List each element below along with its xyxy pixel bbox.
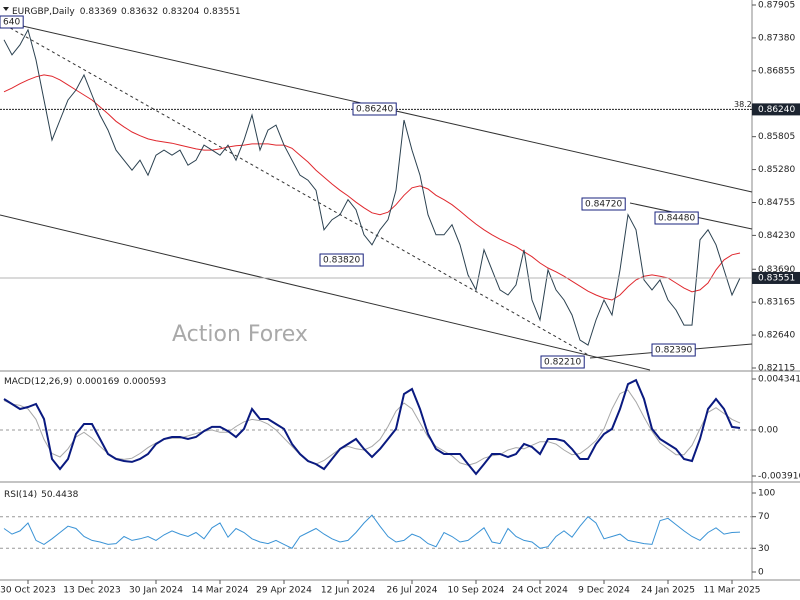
annotation-label: 0.84720 [585,200,622,210]
annotation-label: 0.83820 [323,256,360,266]
price-box [752,271,800,284]
y-tick-label: 0.82640 [758,331,795,341]
x-tick-label: 11 Mar 2025 [703,586,760,596]
y-tick-label: 0 [758,568,764,578]
macd-reading: 0.000169 [76,377,119,387]
annotation-label: 640 [3,18,20,28]
annotation-box [651,343,696,357]
annotation-box [540,355,585,369]
x-tick-label: 29 Apr 2024 [256,586,312,596]
annotation-label: 0.86240 [356,105,393,115]
close: 0.83551 [203,7,240,17]
x-tick-label: 12 Jun 2024 [321,586,375,596]
series-line [3,28,741,346]
annotation-box [654,211,699,225]
x-tick-label: 9 Dec 2024 [578,586,630,596]
series-line [3,389,741,466]
y-tick-label: 0.004341 [758,375,800,385]
y-tick-label: -0.003916 [758,472,800,482]
y-tick-label: 0.84755 [758,198,795,208]
header-arrow [3,7,9,11]
annotation-label: 0.82210 [544,358,581,368]
rsi-reading: 50.4438 [41,490,78,500]
x-tick-label: 13 Dec 2023 [63,586,121,596]
annotation-label: 0.82390 [655,346,692,356]
y-tick-label: 0.83165 [758,298,795,308]
fib-ratio: 38.2 [734,100,752,109]
y-tick-label: 100 [758,489,775,499]
macd-title: MACD(12,26,9) [4,377,72,387]
y-tick-label: 0.83690 [758,265,795,275]
price-label: 0.83551 [758,273,795,283]
annotation-box [581,197,626,211]
level-box [752,103,800,116]
high: 0.83632 [121,7,158,17]
y-tick-label: 0.00 [758,425,778,435]
signal-reading: 0.000593 [123,377,166,387]
x-tick-label: 24 Oct 2024 [512,586,568,596]
x-tick-label: 10 Sep 2024 [447,586,504,596]
header: EURGBP,Daily 0.83369 0.83632 0.83204 0.83551 [12,7,241,17]
y-tick-label: 0.82115 [758,364,795,374]
y-tick-label: 30 [758,544,770,554]
y-tick-label: 70 [758,512,770,522]
open: 0.83369 [80,7,117,17]
y-tick-label: 0.87380 [758,33,795,43]
y-tick-label: 0.87905 [758,1,795,11]
level-label: 0.86240 [758,105,795,115]
annotation-box [352,102,397,116]
macd-header: MACD(12,26,9) 0.000169 0.000593 [4,377,166,387]
x-tick-label: 30 Jan 2024 [129,586,183,596]
series-line [3,514,741,549]
series-line [3,74,741,301]
annotation-label: 0.84480 [658,214,695,224]
y-tick-label: 0.85805 [758,132,795,142]
series-line [3,378,741,476]
symbol: EURGBP,Daily [12,7,75,17]
rsi-title: RSI(14) [4,490,37,500]
annotation-box [319,253,364,267]
y-tick-label: 0.84230 [758,231,795,241]
trend-line [0,214,651,371]
x-tick-label: 14 Mar 2024 [191,586,248,596]
x-tick-label: 30 Oct 2023 [0,586,56,596]
annotation-box [0,15,24,29]
x-tick-label: 26 Jul 2024 [387,586,438,596]
x-tick-label: 24 Jan 2025 [641,586,695,596]
y-tick-label: 0.86855 [758,66,795,76]
low: 0.83204 [162,7,199,17]
y-tick-label: 0.85280 [758,165,795,175]
rsi-header: RSI(14) 50.4438 [4,490,79,500]
trend-line [4,24,591,357]
watermark: Action Forex [172,322,308,347]
